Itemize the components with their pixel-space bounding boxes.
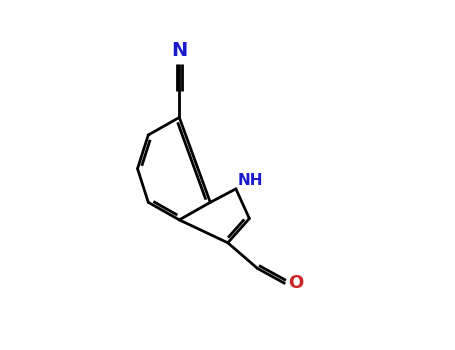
Text: O: O — [288, 274, 303, 292]
Text: NH: NH — [238, 173, 263, 188]
Text: N: N — [171, 41, 187, 60]
